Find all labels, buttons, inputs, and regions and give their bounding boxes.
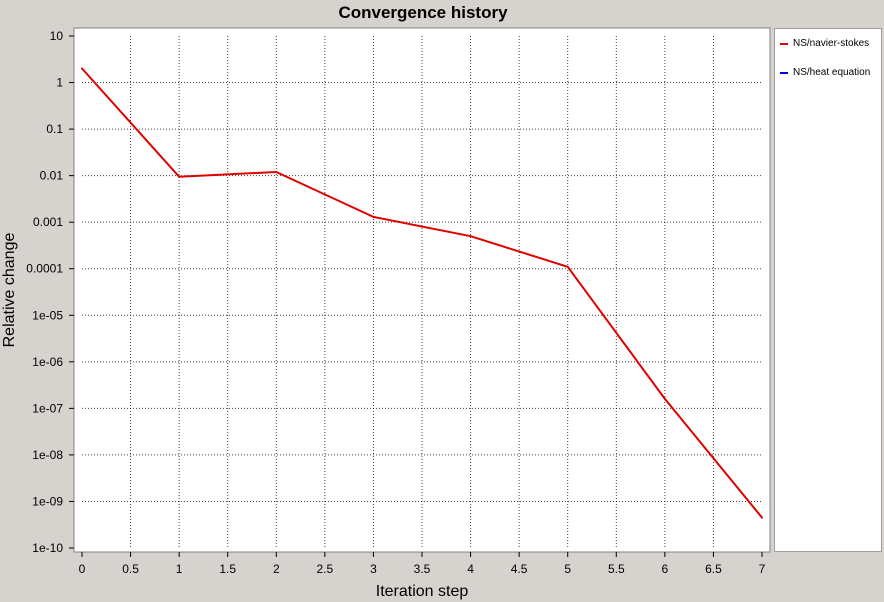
x-tick-label: 0.5 (122, 562, 139, 576)
y-tick-label: 1 (56, 76, 63, 90)
x-axis-label: Iteration step (375, 583, 469, 600)
data-point (761, 516, 763, 519)
x-tick-label: 1 (176, 562, 183, 576)
x-tick-label: 5 (564, 562, 571, 576)
series-line-0 (81, 67, 763, 519)
legend-label-heat-equation: NS/heat equation (793, 67, 871, 78)
y-tick-label: 0.01 (40, 169, 64, 183)
x-tick-label: 3 (370, 562, 377, 576)
data-point (566, 265, 569, 268)
data-point (663, 397, 666, 400)
y-tick-label: 1e-07 (32, 401, 63, 415)
legend-item-heat-equation: NS/heat equation (780, 67, 870, 78)
x-tick-label: 3.5 (414, 562, 431, 576)
y-tick-label: 1e-06 (32, 355, 63, 369)
y-tick-label: 0.1 (46, 122, 63, 136)
plot-frame (73, 27, 771, 553)
legend-item-navier-stokes: NS/navier-stokes (780, 38, 869, 49)
data-point (275, 170, 278, 173)
data-point (178, 175, 181, 178)
x-tick-label: 2 (273, 562, 280, 576)
y-tick-label: 0.0001 (26, 262, 63, 276)
x-tick-label: 5.5 (608, 562, 625, 576)
data-point (81, 67, 83, 70)
y-tick-label: 1e-05 (32, 308, 63, 322)
x-tick-label: 4 (467, 562, 474, 576)
x-tick-label: 1.5 (219, 562, 236, 576)
x-tick-label: 6.5 (705, 562, 722, 576)
y-tick-label: 1e-09 (32, 494, 63, 508)
y-tick-label: 10 (50, 29, 64, 43)
x-tick-label: 7 (759, 562, 766, 576)
y-tick-label: 1e-08 (32, 448, 63, 462)
x-tick-label: 4.5 (511, 562, 528, 576)
x-tick-label: 0 (79, 562, 86, 576)
legend-label-navier-stokes: NS/navier-stokes (793, 38, 870, 49)
y-tick-label: 0.001 (33, 215, 63, 229)
legend: NS/navier-stokes NS/heat equation (774, 28, 882, 552)
legend-swatch-navier-stokes (780, 42, 788, 45)
x-tick-label: 6 (662, 562, 669, 576)
data-point (469, 235, 472, 238)
x-tick-label: 2.5 (317, 562, 334, 576)
y-tick-label: 1e-10 (32, 541, 63, 555)
data-point (372, 215, 375, 218)
chart-title: Convergence history (338, 3, 508, 22)
legend-swatch-heat-equation (780, 71, 788, 74)
